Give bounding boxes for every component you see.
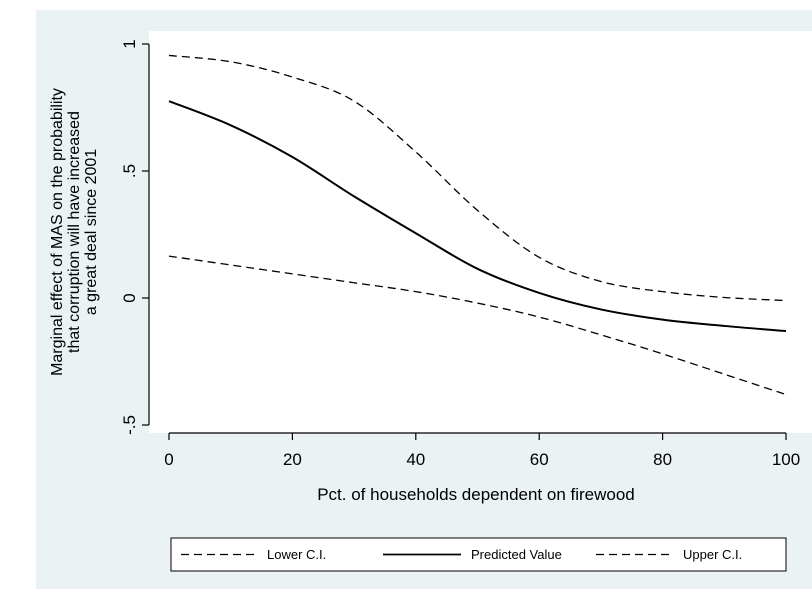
x-tick-label: 80	[653, 450, 672, 469]
y-tick-label: 1	[120, 39, 139, 48]
y-tick-label: -.5	[120, 415, 139, 435]
legend: Lower C.I. Predicted Value Upper C.I.	[170, 537, 787, 572]
legend-label-upper-ci: Upper C.I.	[683, 547, 742, 562]
y-axis-label-line-2: that corruption will have increased	[66, 111, 83, 353]
x-axis: 0 20 40 60 80 100	[164, 432, 800, 469]
x-tick-label: 0	[164, 450, 173, 469]
series-line-upper-c-i	[168, 54, 787, 302]
y-axis: -.5 0 .5 1	[120, 39, 150, 435]
series-line-predicted-value	[168, 100, 787, 333]
legend-label-predicted-value: Predicted Value	[471, 547, 562, 562]
series-line-lower-c-i	[168, 255, 787, 396]
y-tick-label: 0	[120, 293, 139, 302]
y-axis-label: Marginal effect of MAS on the probabilit…	[49, 88, 100, 376]
series-layer	[168, 54, 787, 396]
y-axis-label-line-1: Marginal effect of MAS on the probabilit…	[49, 88, 66, 376]
x-tick-label: 40	[406, 450, 425, 469]
x-tick-label: 100	[772, 450, 800, 469]
legend-label-lower-ci: Lower C.I.	[267, 547, 326, 562]
plot-area	[149, 31, 812, 433]
legend-box	[170, 537, 787, 572]
y-tick-label: .5	[120, 164, 139, 178]
x-tick-label: 60	[530, 450, 549, 469]
x-axis-label: Pct. of households dependent on firewood	[317, 485, 635, 504]
x-tick-label: 20	[283, 450, 302, 469]
y-axis-label-line-3: a great deal since 2001	[83, 149, 100, 315]
